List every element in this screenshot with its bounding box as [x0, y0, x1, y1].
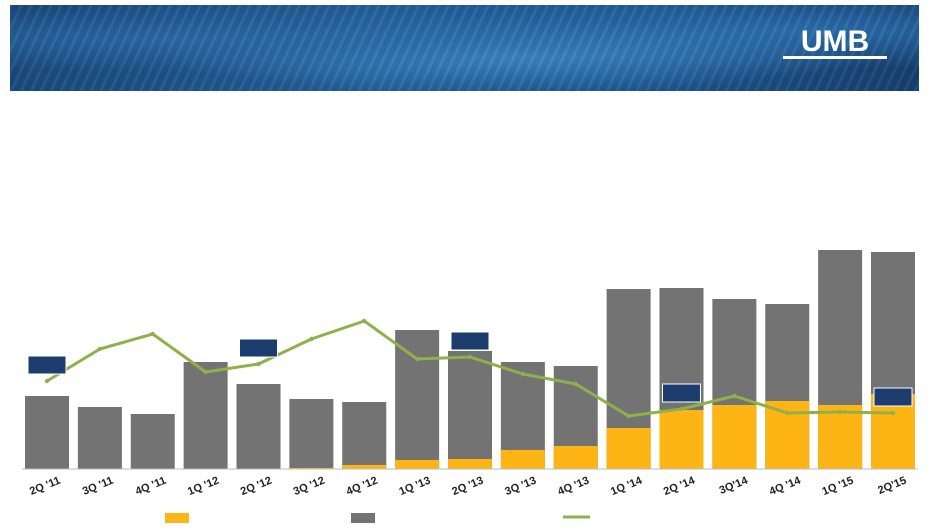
markers-group	[27, 331, 913, 407]
line-point-11	[626, 413, 631, 419]
umb-logo: UMB	[783, 25, 887, 59]
line-point-0	[44, 378, 50, 384]
bar-segment-13	[712, 405, 757, 469]
bar-total-8	[448, 351, 492, 469]
bar-total-1	[77, 407, 122, 469]
bar-segment-11	[606, 428, 651, 469]
x-tick-label-14: 4Q '14	[768, 474, 804, 498]
line-point-6	[362, 318, 367, 324]
legend-swatch-bar-total	[351, 513, 375, 523]
bar-total-3	[183, 362, 228, 469]
logo-text: UMB	[801, 25, 869, 58]
line-point-12	[679, 406, 684, 412]
x-tick-label-6: 4Q '12	[345, 475, 380, 498]
line-point-16	[890, 410, 896, 416]
x-tick-label-12: 2Q '14	[662, 474, 698, 498]
line-point-7	[414, 356, 420, 362]
x-tick-labels: 2Q '11 3Q '11 4Q '11 1Q '12 2Q '12 3Q '12 4Q '…	[28, 474, 908, 498]
line-point-3	[203, 369, 208, 375]
callout-box-2	[450, 331, 490, 351]
x-tick-label-0: 2Q '11	[28, 475, 62, 498]
x-tick-label-11: 1Q '14	[609, 474, 645, 498]
bar-total-7	[395, 330, 440, 469]
line-point-9	[520, 371, 526, 377]
line-point-14	[785, 410, 790, 416]
line-point-8	[467, 354, 473, 360]
bars-group	[25, 250, 915, 469]
callout-box-4	[873, 387, 913, 407]
header-banner: UMB	[10, 5, 919, 91]
bar-total-5	[289, 399, 334, 469]
x-tick-label-10: 4Q '13	[556, 475, 591, 498]
legend	[165, 513, 590, 523]
callout-box-3	[662, 383, 701, 403]
x-tick-label-4: 2Q '12	[239, 475, 274, 498]
x-tick-label-8: 2Q '13	[450, 475, 485, 498]
bar-total-0	[25, 396, 69, 469]
bar-segment-10	[553, 446, 598, 469]
bar-segment-15	[818, 405, 863, 469]
bar-segment-6	[342, 465, 387, 469]
bar-total-6	[342, 402, 387, 469]
line-point-13	[732, 393, 737, 399]
x-tick-label-9: 3Q '13	[503, 475, 538, 498]
bar-segment-9	[500, 450, 545, 469]
x-tick-label-2: 4Q '11	[134, 475, 168, 498]
bar-total-2	[130, 414, 175, 469]
banner-forest-texture	[10, 5, 919, 91]
bar-segment-12	[659, 410, 704, 469]
x-tick-label-1: 3Q '11	[81, 475, 115, 498]
x-tick-label-15: 1Q '15	[821, 475, 856, 498]
line-group	[44, 318, 896, 419]
line-point-10	[573, 381, 578, 387]
bar-segment-7	[395, 460, 440, 469]
x-tick-label-5: 3Q '12	[292, 475, 327, 498]
line-point-15	[837, 409, 843, 415]
x-tick-label-3: 1Q '12	[186, 475, 221, 498]
callout-box-1	[239, 338, 278, 358]
callout-box-0	[27, 355, 67, 375]
line-point-1	[97, 346, 103, 352]
x-tick-label-7: 1Q '13	[398, 475, 433, 498]
line-point-4	[256, 361, 261, 367]
bar-total-4	[236, 384, 281, 469]
x-tick-label-16: 2Q'15	[876, 475, 908, 497]
line-point-2	[150, 331, 155, 337]
line-point-5	[309, 336, 314, 342]
x-tick-label-13: 3Q'14	[718, 474, 751, 497]
legend-swatch-bar-segment	[165, 513, 189, 523]
bar-segment-8	[448, 459, 492, 469]
